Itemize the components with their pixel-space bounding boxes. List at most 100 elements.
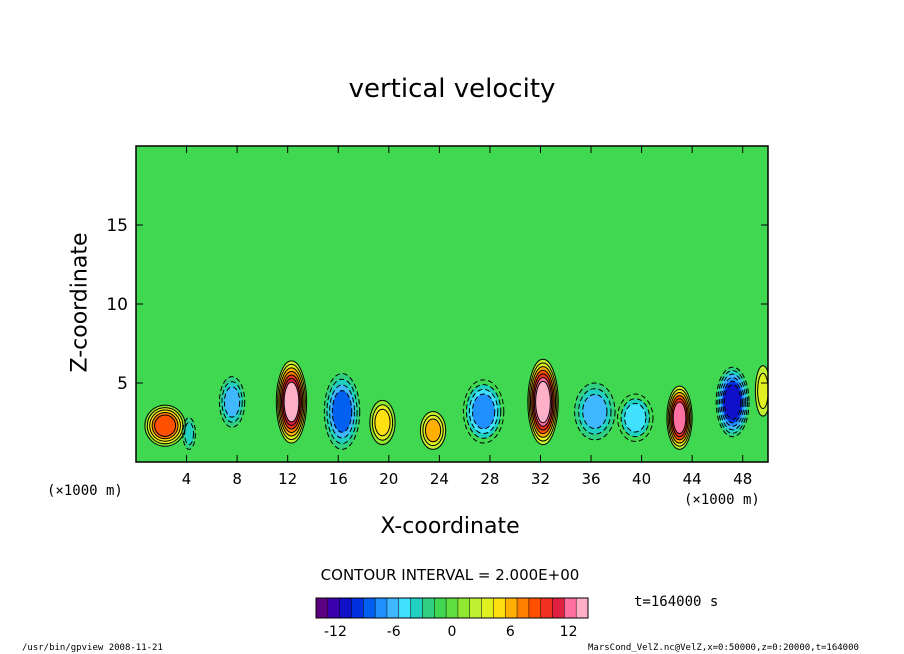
colorbar-swatch xyxy=(457,598,471,618)
contour-line-6-2 xyxy=(424,418,442,443)
x-axis-label: X-coordinate xyxy=(380,514,520,539)
contour-line-6-1 xyxy=(422,414,444,447)
contour-line-3-5 xyxy=(282,377,301,426)
velocity-cell-8-level-6 xyxy=(535,381,551,423)
velocity-cell-2-level-2 xyxy=(224,386,240,418)
contour-line-0-0 xyxy=(144,404,186,447)
contour-line-8-1 xyxy=(528,362,558,442)
y-axis-ticks: 5 10 15 xyxy=(106,216,768,394)
contour-line-11-0 xyxy=(666,385,693,450)
contour-line-0-3 xyxy=(151,412,179,440)
contour-line-2-0 xyxy=(218,376,246,428)
x-tick-label: 48 xyxy=(733,470,752,488)
x-axis-ticks: 4 8 12 16 20 24 28 32 36 40 44 48 xyxy=(182,146,752,488)
contour-line-0-1 xyxy=(146,407,184,445)
contour-interval-note: CONTOUR INTERVAL = 2.000E+00 xyxy=(320,566,580,584)
chart-title: vertical velocity xyxy=(348,74,556,104)
contour-line-11-5 xyxy=(672,401,687,435)
colorbar-swatch xyxy=(517,598,530,618)
contour-line-4-1 xyxy=(326,378,358,445)
contour-line-13-0 xyxy=(754,365,768,417)
contour-line-8-6 xyxy=(535,380,551,424)
contour-line-3-0 xyxy=(275,360,308,444)
colorbar-swatch xyxy=(576,598,589,618)
contour-line-3-1 xyxy=(277,363,306,441)
contour-line-12-2 xyxy=(718,373,747,431)
contour-line-3-3 xyxy=(279,370,304,433)
contour-line-9-1 xyxy=(578,388,612,435)
x-axis-unit-right: (×1000 m) xyxy=(684,492,760,508)
colorbar-tick-label: 6 xyxy=(506,624,515,640)
x-tick-label: 12 xyxy=(278,470,297,488)
colorbar-swatch xyxy=(434,598,447,618)
colorbar-swatch xyxy=(469,598,483,618)
x-tick-label: 28 xyxy=(480,470,499,488)
x-tick-label: 16 xyxy=(329,470,348,488)
x-tick-label: 8 xyxy=(232,470,242,488)
contour-line-10-2 xyxy=(624,403,647,433)
contour-line-5-0 xyxy=(369,399,396,446)
colorbar-swatch xyxy=(446,598,459,618)
contour-line-3-4 xyxy=(281,374,302,430)
colorbar-swatch xyxy=(316,598,329,618)
contour-line-2-2 xyxy=(223,386,241,418)
contour-line-11-2 xyxy=(668,391,691,444)
contour-line-4-2 xyxy=(329,384,355,439)
contour-line-12-0 xyxy=(715,366,750,438)
colorbar-swatch xyxy=(540,598,554,618)
contour-line-12-1 xyxy=(717,370,748,434)
velocity-cell-4-level-3 xyxy=(332,390,352,433)
velocity-cell-13-level-1 xyxy=(757,373,768,409)
colorbar-swatch xyxy=(528,598,542,618)
colorbar: -12 -6 0 6 12 xyxy=(315,597,589,640)
x-tick-label: 20 xyxy=(379,470,398,488)
time-label: t=164000 s xyxy=(634,594,719,610)
colorbar-tick-label: -6 xyxy=(387,624,401,640)
y-tick-label: 15 xyxy=(106,216,128,236)
contour-line-12-5 xyxy=(723,384,742,420)
colorbar-swatch xyxy=(410,598,423,618)
contour-line-3-2 xyxy=(278,367,305,437)
velocity-cell-7-level-3 xyxy=(472,394,495,429)
contour-line-7-2 xyxy=(468,388,499,435)
contour-line-8-4 xyxy=(532,373,554,431)
colorbar-swatch xyxy=(564,598,577,618)
velocity-cell-10-level-2 xyxy=(624,403,646,432)
colorbar-swatch xyxy=(339,598,352,618)
x-tick-label: 44 xyxy=(683,470,702,488)
contour-line-6-0 xyxy=(419,410,447,450)
y-tick-label: 5 xyxy=(117,374,128,394)
colorbar-swatch xyxy=(351,598,364,618)
contour-line-7-0 xyxy=(462,379,505,444)
x-tick-label: 32 xyxy=(531,470,550,488)
contour-line-8-0 xyxy=(527,358,559,446)
y-tick-label: 10 xyxy=(106,295,128,315)
contour-line-10-1 xyxy=(620,398,650,438)
colorbar-swatch xyxy=(386,598,400,618)
colorbar-swatch xyxy=(363,598,376,618)
colorbar-swatch xyxy=(398,598,412,618)
contour-line-7-3 xyxy=(471,393,496,430)
footer-right: MarsCond_VelZ.nc@VelZ,x=0:50000,z=0:2000… xyxy=(588,643,859,653)
contour-line-11-3 xyxy=(670,395,689,441)
colorbar-swatch xyxy=(493,598,506,618)
colorbar-tick-label: 12 xyxy=(560,624,578,640)
colorbar-tick-label: -12 xyxy=(324,624,347,640)
colorbar-swatch xyxy=(422,598,435,618)
x-tick-label: 4 xyxy=(182,470,192,488)
velocity-cell-0-level-4 xyxy=(154,414,176,437)
colorbar-swatch xyxy=(327,598,341,618)
x-tick-label: 36 xyxy=(581,470,600,488)
contour-line-1-0 xyxy=(182,417,196,450)
velocity-cell-6-level-2 xyxy=(425,419,441,442)
x-tick-label: 40 xyxy=(632,470,651,488)
contour-line-11-1 xyxy=(667,388,692,447)
contour-line-3-6 xyxy=(283,381,300,423)
velocity-cell-11-level-5 xyxy=(673,401,686,434)
contour-line-10-0 xyxy=(617,393,654,442)
colorbar-swatch xyxy=(552,598,565,618)
contour-line-2-1 xyxy=(221,381,243,423)
y-axis-label: Z-coordinate xyxy=(67,232,93,373)
x-tick-label: 24 xyxy=(430,470,449,488)
